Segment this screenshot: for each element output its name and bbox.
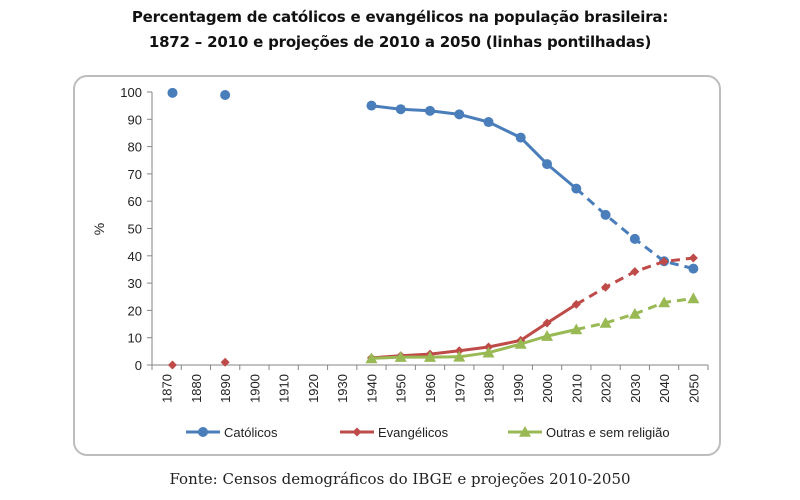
- y-tick-label: 70: [128, 167, 142, 182]
- y-tick-label: 100: [120, 85, 142, 100]
- series-line-0: [371, 104, 578, 190]
- x-tick-label: 1930: [335, 374, 350, 403]
- x-tick-label: 2010: [569, 374, 584, 403]
- data-point-0: [571, 183, 582, 194]
- data-point-1: [659, 257, 669, 267]
- legend-marker-0: [198, 427, 208, 437]
- data-point-1: [542, 318, 552, 328]
- data-point-2: [541, 330, 554, 341]
- data-point-2: [628, 307, 641, 319]
- data-point-0: [629, 233, 640, 244]
- data-point-2: [687, 292, 700, 304]
- data-point-2: [658, 296, 671, 308]
- chart-frame: [73, 75, 721, 456]
- data-point-0: [425, 105, 435, 116]
- data-point-2: [482, 346, 495, 358]
- data-point-2: [514, 337, 527, 349]
- data-point-0: [167, 87, 178, 98]
- data-point-1: [630, 267, 640, 277]
- data-point-0: [542, 159, 553, 170]
- data-point-1: [220, 357, 230, 367]
- data-point-0: [454, 109, 465, 120]
- x-tick-label: 1920: [306, 374, 321, 403]
- data-point-1: [571, 299, 581, 309]
- y-tick-label: 90: [128, 112, 142, 127]
- data-point-1: [167, 360, 177, 370]
- data-point-0: [395, 104, 406, 115]
- data-point-2: [394, 351, 407, 362]
- data-point-0: [515, 132, 526, 143]
- x-tick-label: 1940: [364, 374, 379, 403]
- data-point-0: [600, 209, 611, 220]
- x-tick-label: 1960: [423, 374, 438, 403]
- y-tick-label: 80: [128, 140, 142, 155]
- x-tick-label: 2040: [657, 374, 672, 403]
- x-tick-label: 1890: [218, 374, 233, 403]
- x-tick-label: 2030: [628, 374, 643, 403]
- x-tick-label: 2020: [599, 374, 614, 403]
- series-line-2: [371, 328, 577, 360]
- chart-title: Percentagem de católicos e evangélicos n…: [131, 8, 669, 26]
- data-point-2: [599, 316, 612, 328]
- y-tick-label: 50: [128, 222, 142, 237]
- y-tick-label: 40: [128, 249, 142, 264]
- data-point-0: [483, 117, 494, 128]
- legend-label: Evangélicos: [378, 425, 449, 440]
- data-point-0: [366, 100, 377, 111]
- x-tick-label: 1880: [189, 374, 204, 403]
- legend-marker-2: [519, 426, 531, 437]
- x-tick-label: 1980: [482, 374, 497, 403]
- x-tick-label: 2050: [686, 374, 701, 403]
- y-tick-label: 20: [128, 303, 142, 318]
- x-tick-label: 1870: [160, 374, 175, 403]
- x-tick-label: 1950: [394, 374, 409, 403]
- legend-marker-1: [352, 427, 362, 437]
- y-tick-label: 0: [135, 358, 142, 373]
- x-tick-label: 1900: [247, 374, 262, 403]
- series-projection-line-0: [575, 187, 694, 271]
- x-tick-label: 1970: [452, 374, 467, 403]
- y-axis-label: %: [91, 223, 107, 235]
- data-point-1: [601, 282, 611, 292]
- x-tick-label: 1990: [511, 374, 526, 403]
- series-line-1: [371, 303, 578, 360]
- y-tick-label: 60: [128, 194, 142, 209]
- y-tick-label: 30: [128, 276, 142, 291]
- legend-label: Outras e sem religião: [546, 425, 670, 440]
- chart-source: Fonte: Censos demográficos do IBGE e pro…: [169, 470, 631, 488]
- data-point-2: [453, 350, 466, 362]
- data-point-1: [688, 253, 698, 263]
- y-tick-label: 10: [128, 331, 142, 346]
- data-point-2: [424, 351, 436, 362]
- data-point-0: [688, 263, 699, 274]
- data-point-0: [220, 90, 231, 101]
- x-tick-label: 1910: [277, 374, 292, 403]
- data-point-2: [570, 323, 583, 335]
- data-point-2: [365, 352, 378, 364]
- legend-label: Católicos: [224, 425, 278, 440]
- x-tick-label: 2000: [540, 374, 555, 403]
- chart-subtitle: 1872 – 2010 e projeções de 2010 a 2050 (…: [148, 33, 652, 51]
- data-point-1: [454, 346, 464, 356]
